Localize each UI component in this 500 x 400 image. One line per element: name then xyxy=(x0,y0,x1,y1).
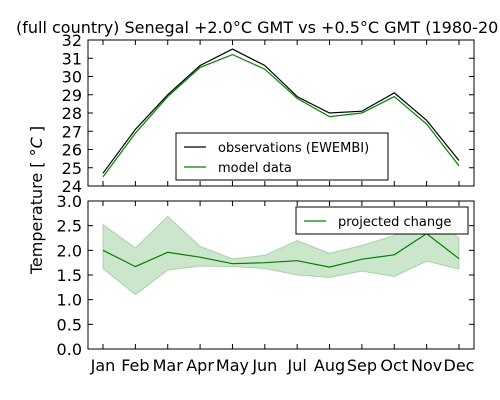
x-tick-label: Mar xyxy=(153,356,184,375)
x-tick-label: May xyxy=(216,356,249,375)
y-axis-label-unit: °C xyxy=(27,136,46,156)
top-ytick-label: 28 xyxy=(62,104,82,123)
top-ytick-label: 27 xyxy=(62,122,82,141)
bottom-ytick-label: 2.5 xyxy=(57,217,82,236)
bottom-ytick-label: 1.5 xyxy=(57,266,82,285)
bottom-ytick-label: 3.0 xyxy=(57,192,82,211)
top-ytick-label: 32 xyxy=(62,31,82,50)
x-tick-label: Jun xyxy=(251,356,277,375)
top-legend-label-0: observations (EWEMBI) xyxy=(218,141,369,156)
x-tick-label: Aug xyxy=(314,356,345,375)
bottom-ytick-label: 2.0 xyxy=(57,241,82,260)
x-tick-label: Oct xyxy=(380,356,408,375)
bottom-legend-label-0: projected change xyxy=(338,215,451,230)
bottom-ytick-label: 0.5 xyxy=(57,315,82,334)
x-tick-label: Apr xyxy=(186,356,214,375)
y-axis-label: Temperature [ °C ] xyxy=(27,126,46,275)
x-tick-label: Feb xyxy=(121,356,149,375)
top-ytick-label: 26 xyxy=(62,141,82,160)
top-legend-box xyxy=(175,132,389,181)
y-axis-label-prefix: Temperature [ xyxy=(27,161,46,275)
bottom-series-line-0 xyxy=(102,232,460,268)
chart-title: (full country) Senegal +2.0°C GMT vs +0.… xyxy=(16,18,500,37)
y-axis-label-suffix: ] xyxy=(27,126,46,132)
bottom-ytick-label: 0.0 xyxy=(57,340,82,359)
top-series-line-0 xyxy=(102,48,460,174)
bottom-ytick-label: 1.0 xyxy=(57,291,82,310)
x-tick-label: Jan xyxy=(90,356,116,375)
x-tick-label: Dec xyxy=(444,356,475,375)
top-ytick-label: 31 xyxy=(62,49,82,68)
top-ytick-label: 29 xyxy=(62,86,82,105)
top-ytick-label: 25 xyxy=(62,159,82,178)
bottom-panel: 0.0 0.5 1.0 1.5 2.0 2.5 3.0 Jan Feb Mar Apr May Jun J… xyxy=(57,192,475,375)
bottom-band-0 xyxy=(102,212,460,296)
top-legend-label-1: model data xyxy=(218,161,292,176)
x-tick-label: Sep xyxy=(347,356,377,375)
top-series-line-1 xyxy=(102,53,460,178)
top-ytick-label: 24 xyxy=(62,177,82,196)
x-tick-label: Jul xyxy=(287,356,307,375)
top-ytick-label: 30 xyxy=(62,68,82,87)
x-tick-label: Nov xyxy=(411,356,442,375)
